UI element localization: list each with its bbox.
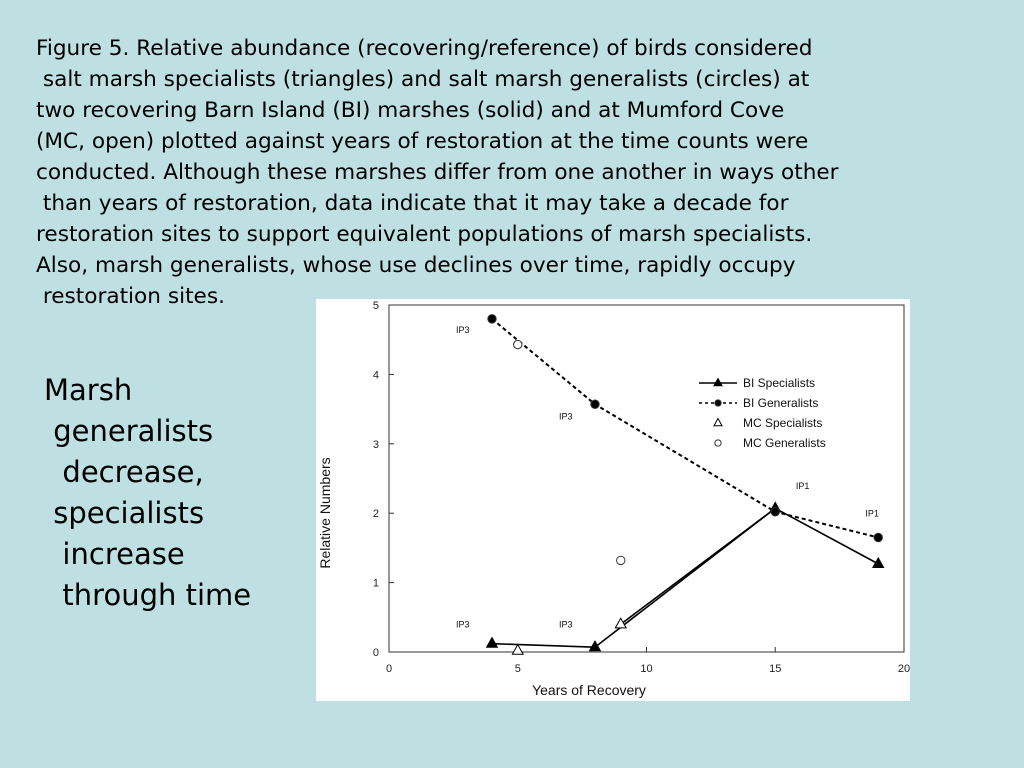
legend: BI Specialists BI Generalists MC Specialis… bbox=[699, 376, 826, 450]
annotation-label: IP1 bbox=[865, 509, 879, 519]
bi-specialists-point bbox=[588, 640, 602, 652]
y-tick-label: 5 bbox=[373, 300, 379, 312]
y-tick-label: 3 bbox=[373, 439, 379, 451]
y-tick-label: 2 bbox=[373, 508, 379, 520]
summary-text: Marsh generalists decrease, specialists … bbox=[44, 370, 251, 616]
legend-marker-mc-generalists bbox=[714, 439, 722, 447]
annotation-label: IP1 bbox=[796, 481, 810, 491]
caption-line: Also, marsh generalists, whose use decli… bbox=[36, 253, 796, 278]
x-tick-label: 0 bbox=[386, 663, 392, 675]
chart-panel: 0 5 10 15 20 0 1 2 3 4 5 IP3 IP3 IP1 IP1 IP3 IP3 BI Spe… bbox=[316, 299, 910, 701]
legend-label: BI Generalists bbox=[743, 396, 818, 410]
bi-generalists-point bbox=[873, 532, 883, 543]
x-tick-label: 15 bbox=[769, 663, 781, 675]
axes: 0 5 10 15 20 0 1 2 3 4 5 bbox=[373, 300, 910, 675]
caption-line: salt marsh specialists (triangles) and s… bbox=[36, 67, 810, 92]
legend-label: MC Specialists bbox=[743, 416, 822, 430]
bi-generalists-point bbox=[770, 507, 780, 517]
caption-line: restoration sites. bbox=[36, 284, 225, 309]
abundance-chart: 0 5 10 15 20 0 1 2 3 4 5 IP3 IP3 IP1 IP1 IP3 IP3 BI Spe… bbox=[317, 300, 910, 698]
annotation-label: IP3 bbox=[456, 620, 470, 630]
x-tick-label: 20 bbox=[898, 663, 910, 675]
annotation-label: IP3 bbox=[559, 620, 573, 630]
bi-specialists-point bbox=[485, 636, 499, 648]
mc-generalists-point bbox=[616, 555, 626, 566]
legend-label: BI Specialists bbox=[743, 376, 815, 390]
bi-specialists-line bbox=[491, 507, 879, 648]
legend-marker-bi-specialists bbox=[713, 377, 723, 387]
y-tick-label: 1 bbox=[373, 578, 379, 590]
plot-frame bbox=[388, 304, 905, 653]
legend-label: MC Generalists bbox=[743, 436, 826, 450]
caption-line: than years of restoration, data indicate… bbox=[36, 191, 789, 216]
caption-line: Figure 5. Relative abundance (recovering… bbox=[36, 36, 813, 61]
x-tick-label: 10 bbox=[640, 663, 652, 675]
y-tick-label: 0 bbox=[373, 647, 379, 659]
annotation-label: IP3 bbox=[559, 412, 573, 422]
x-tick-label: 5 bbox=[515, 663, 521, 675]
y-axis-title: Relative Numbers bbox=[317, 457, 333, 568]
x-axis-title: Years of Recovery bbox=[532, 682, 646, 698]
summary-line: increase bbox=[44, 537, 185, 571]
data-points bbox=[485, 314, 885, 655]
caption-line: conducted. Although these marshes differ… bbox=[36, 160, 839, 185]
mc-specialists-point bbox=[511, 643, 525, 655]
series-lines bbox=[491, 318, 879, 648]
bi-generalists-point bbox=[590, 399, 600, 409]
bi-generalists-point bbox=[487, 314, 497, 324]
annotation-label: IP3 bbox=[456, 325, 470, 335]
summary-line: decrease, bbox=[44, 455, 204, 489]
legend-marker-mc-specialists bbox=[713, 417, 723, 427]
caption-line: restoration sites to support equivalent … bbox=[36, 222, 813, 247]
summary-line: specialists bbox=[44, 496, 205, 530]
figure-caption: Figure 5. Relative abundance (recovering… bbox=[36, 33, 1011, 312]
legend-marker-bi-generalists bbox=[714, 399, 722, 407]
summary-line: Marsh bbox=[44, 373, 133, 407]
caption-line: (MC, open) plotted against years of rest… bbox=[36, 129, 809, 154]
summary-line: generalists bbox=[44, 414, 214, 448]
mc-specialists-point bbox=[614, 617, 628, 629]
y-tick-label: 4 bbox=[373, 369, 379, 381]
mc-generalists-point bbox=[513, 339, 523, 350]
annotations: IP3 IP3 IP1 IP1 IP3 IP3 bbox=[456, 325, 879, 630]
bi-generalists-line bbox=[491, 318, 879, 539]
caption-line: two recovering Barn Island (BI) marshes … bbox=[36, 98, 785, 123]
summary-line: through time bbox=[44, 578, 252, 612]
bi-specialists-point bbox=[871, 556, 885, 568]
